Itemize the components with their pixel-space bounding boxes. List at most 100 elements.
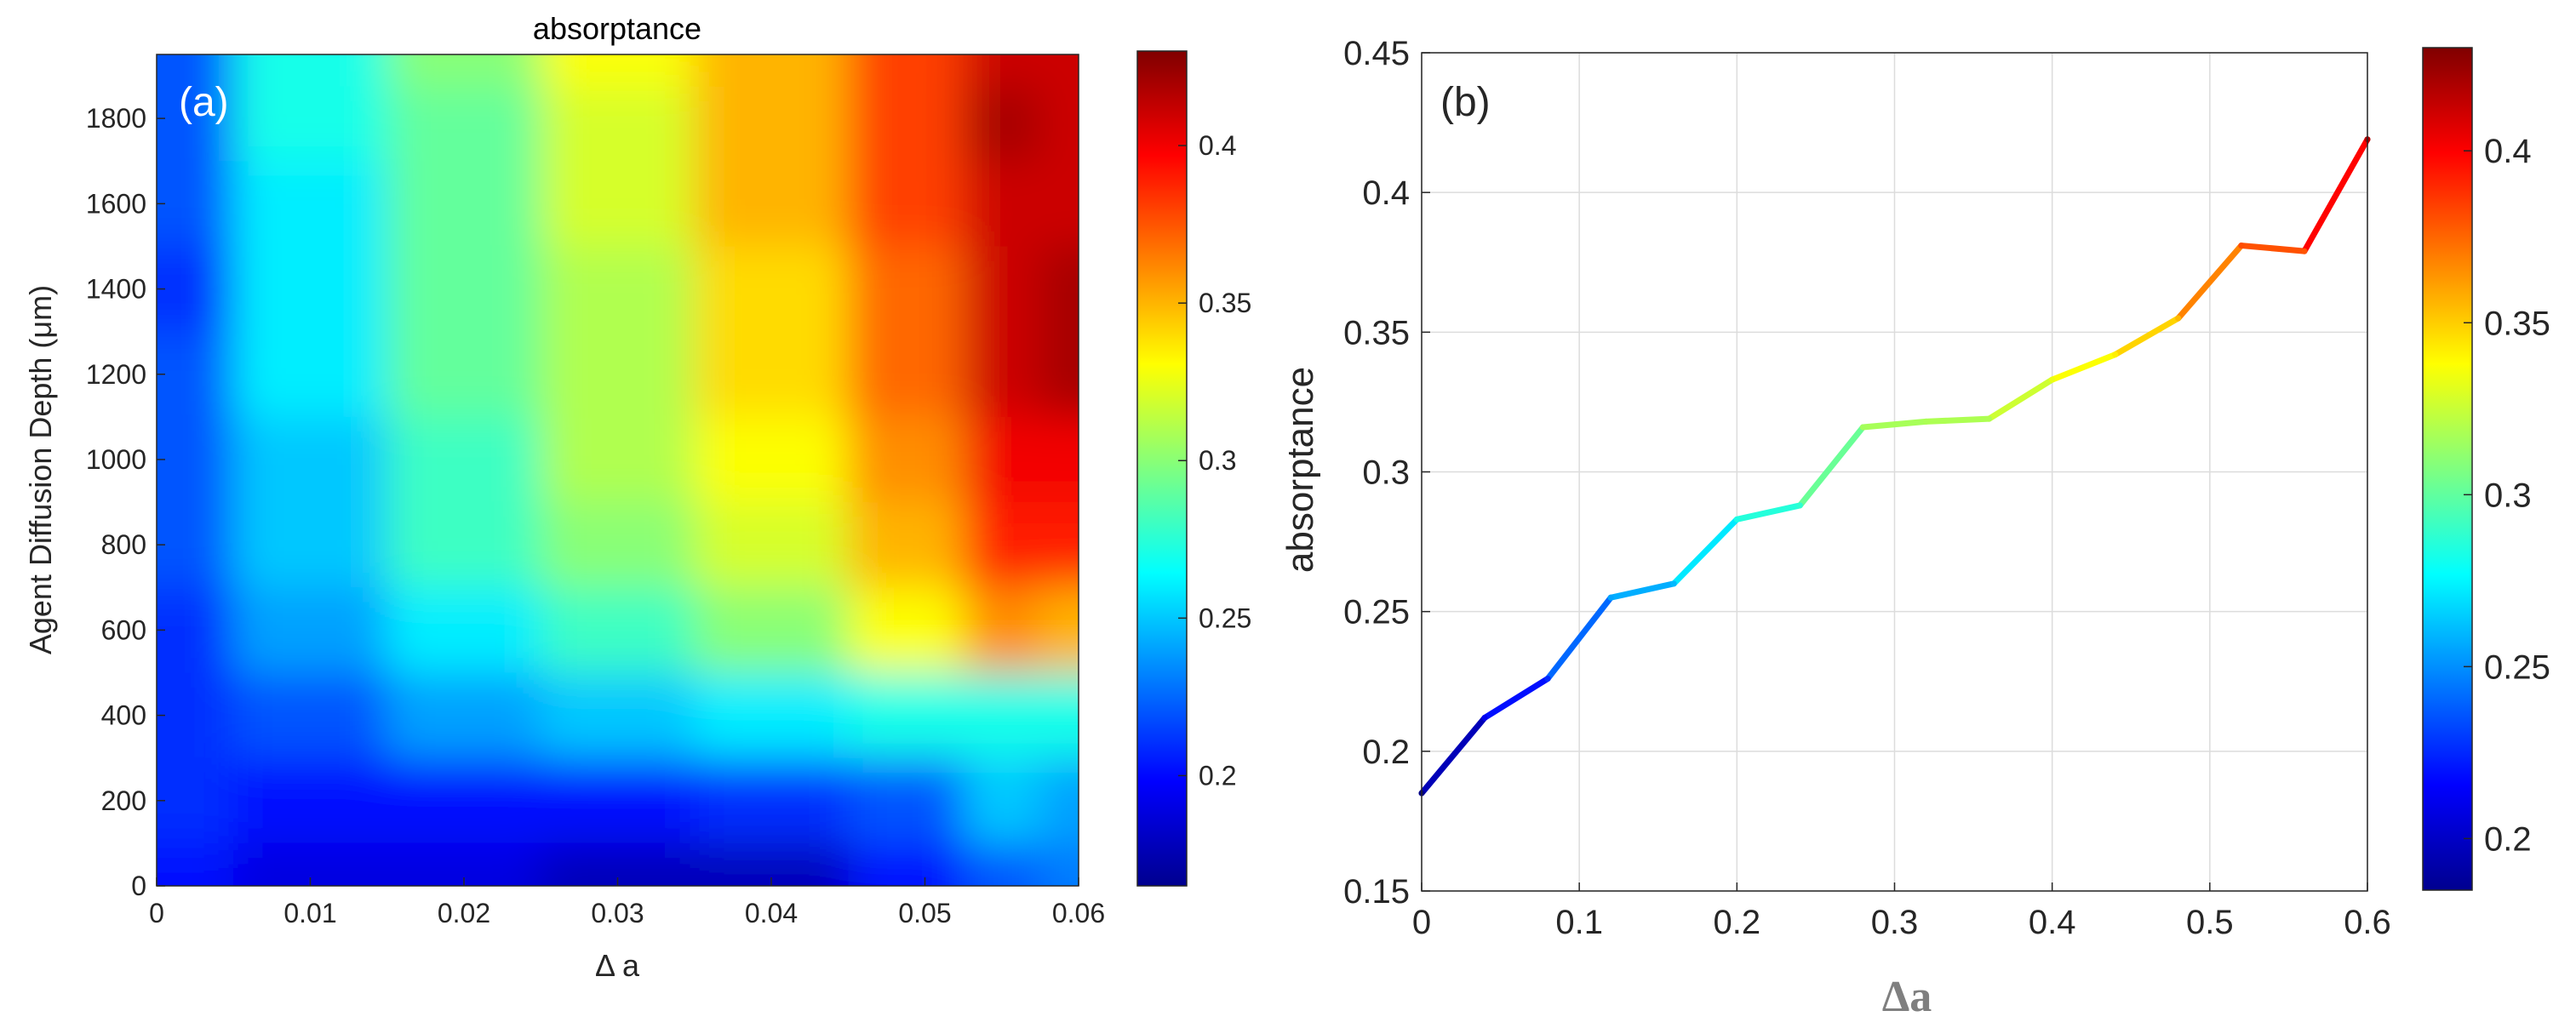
heatmap-cell bbox=[386, 246, 541, 332]
heatmap-cell bbox=[233, 86, 387, 162]
heatmap-cell bbox=[157, 161, 234, 247]
heatmap-cell bbox=[157, 246, 234, 332]
line-segment bbox=[1859, 418, 1930, 431]
line-colorbar-tick-label: 0.4 bbox=[2484, 133, 2532, 170]
heatmap-y-tick-label: 1800 bbox=[86, 103, 146, 134]
heatmap-colorbar-tick-label: 0.4 bbox=[1199, 130, 1236, 161]
heatmap-y-tick-label: 200 bbox=[101, 785, 146, 816]
heatmap-cell bbox=[963, 416, 1040, 503]
heatmap-cell bbox=[541, 502, 695, 588]
line-segment bbox=[1923, 415, 1993, 425]
line-segment bbox=[2301, 136, 2371, 254]
heatmap-cell bbox=[157, 331, 234, 417]
heatmap-cell bbox=[386, 587, 541, 673]
heatmap-cell bbox=[233, 416, 387, 503]
heatmap-cell bbox=[157, 86, 234, 162]
line-segment bbox=[2112, 315, 2182, 358]
heatmap-cell bbox=[963, 842, 1040, 886]
heatmap-cell bbox=[694, 757, 849, 843]
heatmap-cell bbox=[541, 246, 695, 332]
heatmap-y-tick-label: 800 bbox=[101, 529, 146, 560]
line-segment bbox=[1796, 424, 1866, 509]
line-segment bbox=[1670, 516, 1740, 587]
heatmap-cell bbox=[694, 672, 849, 758]
heatmap-cell bbox=[694, 246, 849, 332]
heatmap-cell bbox=[963, 757, 1040, 843]
heatmap-cell bbox=[963, 587, 1040, 673]
panel-b: (b) 0 0.1 0.2 0.3 0.4 0.5 0.6 0.150.20.250.30.… bbox=[1279, 35, 2550, 1021]
heatmap-cell bbox=[233, 757, 387, 843]
heatmap-cell bbox=[386, 672, 541, 758]
heatmap-cell bbox=[157, 757, 234, 843]
heatmap-x-tick-label: 0.01 bbox=[283, 898, 336, 928]
heatmap-cell bbox=[157, 842, 234, 886]
heatmap-cell bbox=[848, 672, 964, 758]
heatmap-cell bbox=[386, 757, 541, 843]
heatmap-y-tick-label: 1600 bbox=[86, 188, 146, 219]
line-point bbox=[1859, 424, 1866, 431]
line-segment bbox=[2049, 351, 2119, 383]
heatmap-cell bbox=[157, 587, 234, 673]
line-x-tick-label: 0.4 bbox=[2029, 904, 2076, 941]
heatmap-colorbar-tick-label: 0.35 bbox=[1199, 288, 1251, 318]
heatmap-cell bbox=[157, 502, 234, 588]
heatmap-y-tick-label: 1200 bbox=[86, 359, 146, 390]
heatmap-cell bbox=[694, 54, 849, 87]
heatmap-cell bbox=[541, 161, 695, 247]
panel-b-label: (b) bbox=[1440, 80, 1491, 125]
heatmap-y-tick-label: 1400 bbox=[86, 274, 146, 305]
heatmap-cell bbox=[694, 587, 849, 673]
heatmap-cell bbox=[157, 54, 234, 87]
absorptance-line bbox=[1418, 136, 2371, 797]
heatmap-cell bbox=[233, 331, 387, 417]
heatmap-cell bbox=[233, 161, 387, 247]
line-point bbox=[1733, 516, 1740, 523]
line-segment bbox=[1418, 714, 1488, 797]
heatmap-cell bbox=[1039, 331, 1079, 417]
line-point bbox=[2301, 248, 2308, 254]
line-y-axis: 0.15 0.2 0.25 0.3 0.35 0.4 0.45 bbox=[1343, 35, 1430, 911]
heatmap-colorbar-tick-label: 0.3 bbox=[1199, 445, 1236, 476]
panel-a: absorptance (a) 0 0.01 0.02 0.03 0.04 0.05 0.0… bbox=[23, 11, 1251, 983]
heatmap-cell bbox=[963, 86, 1040, 162]
line-colorbar-tick-label: 0.25 bbox=[2484, 648, 2550, 686]
heatmap-cell bbox=[1039, 502, 1079, 588]
line-segment bbox=[1544, 594, 1614, 682]
heatmap-y-tick-label: 1000 bbox=[86, 444, 146, 475]
heatmap-cell bbox=[541, 672, 695, 758]
heatmap-x-tick-label: 0 bbox=[149, 898, 164, 928]
heatmap-cell bbox=[848, 54, 964, 87]
heatmap-cell bbox=[848, 161, 964, 247]
heatmap-cell bbox=[848, 86, 964, 162]
heatmap-x-tick-label: 0.02 bbox=[438, 898, 490, 928]
line-point bbox=[1670, 580, 1677, 587]
heatmap-y-tick-label: 0 bbox=[131, 871, 146, 901]
heatmap-x-tick-label: 0.04 bbox=[745, 898, 798, 928]
line-segment bbox=[1607, 580, 1677, 601]
line-x-tick-label: 0.6 bbox=[2344, 904, 2391, 941]
heatmap-colorbar-tick-label: 0.25 bbox=[1199, 603, 1251, 633]
heatmap-cell bbox=[694, 161, 849, 247]
heatmap-cell bbox=[157, 672, 234, 758]
heatmap-cell bbox=[848, 331, 964, 417]
heatmap-cell bbox=[1039, 246, 1079, 332]
heatmap-cell bbox=[1039, 416, 1079, 503]
heatmap-cell bbox=[963, 331, 1040, 417]
heatmap-colorbar-tick-label: 0.2 bbox=[1199, 760, 1236, 791]
heatmap-plot-area bbox=[157, 54, 1079, 886]
line-colorbar-bar bbox=[2422, 47, 2473, 891]
line-x-tick-label: 0.2 bbox=[1714, 904, 1761, 941]
heatmap-y-tick-label: 600 bbox=[101, 614, 146, 645]
heatmap-cell bbox=[233, 54, 387, 87]
heatmap-cell bbox=[386, 161, 541, 247]
line-y-tick-label: 0.45 bbox=[1343, 35, 1410, 72]
heatmap-cell bbox=[963, 161, 1040, 247]
heatmap-y-label: Agent Diffusion Depth (μm) bbox=[23, 285, 58, 654]
heatmap-cell bbox=[848, 757, 964, 843]
heatmap-title: absorptance bbox=[533, 11, 701, 46]
line-point bbox=[2238, 243, 2245, 249]
line-point bbox=[1986, 415, 1993, 422]
heatmap-cell bbox=[963, 502, 1040, 588]
heatmap-x-tick-label: 0.05 bbox=[898, 898, 951, 928]
heatmap-cell bbox=[541, 587, 695, 673]
